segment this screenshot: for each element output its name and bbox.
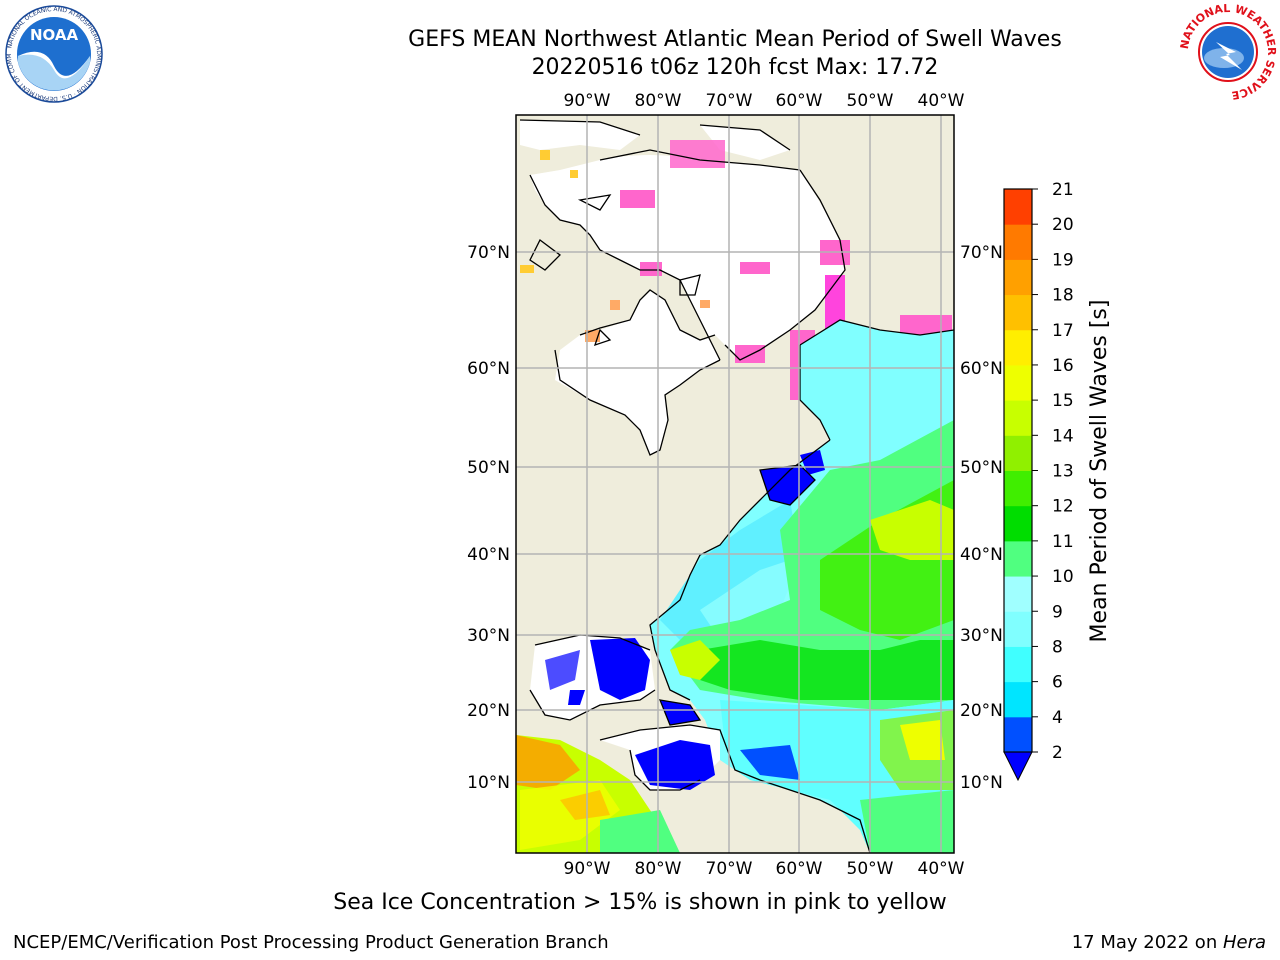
coastlines xyxy=(519,119,954,853)
lon-label-top-90: 90°W xyxy=(564,91,611,111)
colorbar-segment xyxy=(1004,435,1032,471)
colorbar-tick-label: 4 xyxy=(1052,708,1063,728)
chart-title: GEFS MEAN Northwest Atlantic Mean Period… xyxy=(408,27,1062,52)
lat-label-left-30: 30°N xyxy=(467,626,510,646)
colorbar-tick-label: 8 xyxy=(1052,637,1063,657)
gridlines xyxy=(516,115,954,853)
lat-label-right-70: 70°N xyxy=(960,243,1003,263)
lat-label-right-20: 20°N xyxy=(960,701,1003,721)
lon-label-top-60: 60°W xyxy=(776,91,823,111)
chart-subtitle: 20220516 t06z 120h fcst Max: 17.72 xyxy=(531,55,939,80)
colorbar-tick-label: 20 xyxy=(1052,215,1074,235)
lon-label-top-40: 40°W xyxy=(918,91,965,111)
nws-logo: NATIONAL WEATHER SERVICE xyxy=(1178,2,1278,106)
lon-labels-top: 90°W 80°W 70°W 60°W 50°W 40°W xyxy=(564,91,965,111)
lat-label-right-60: 60°N xyxy=(960,359,1003,379)
lon-label-bottom-60: 60°W xyxy=(776,859,823,879)
colorbar-tick-label: 10 xyxy=(1052,567,1074,587)
colorbar-segment xyxy=(1004,505,1032,542)
sea-ice-caption: Sea Ice Concentration > 15% is shown in … xyxy=(333,890,947,915)
colorbar-segment xyxy=(1004,364,1032,401)
hudson-bay-white xyxy=(530,155,845,455)
lon-label-bottom-70: 70°W xyxy=(706,859,753,879)
colorbar-segment xyxy=(1004,224,1032,260)
colorbar-segment xyxy=(1004,259,1032,296)
colorbar-label: Mean Period of Swell Waves [s] xyxy=(1087,300,1112,643)
colorbar-tick-label: 6 xyxy=(1052,673,1063,693)
sea-ice-patches xyxy=(520,140,952,400)
lat-label-left-70: 70°N xyxy=(467,243,510,263)
colorbar-tick-label: 12 xyxy=(1052,497,1074,517)
colorbar: 2 4 6 8 9 10 11 12 13 14 15 16 17 18 19 20 21 xyxy=(1003,180,1074,782)
colorbar-tick-label: 13 xyxy=(1052,462,1074,482)
colorbar-segment xyxy=(1004,646,1032,683)
colorbar-tick-label: 2 xyxy=(1052,743,1063,763)
lat-label-right-40: 40°N xyxy=(960,545,1003,565)
colorbar-segment xyxy=(1004,189,1032,225)
colorbar-tick-label: 15 xyxy=(1052,391,1074,411)
lon-label-bottom-40: 40°W xyxy=(918,859,965,879)
colorbar-underflow-arrow xyxy=(1003,751,1033,782)
footer-credit: NCEP/EMC/Verification Post Processing Pr… xyxy=(13,932,609,953)
colorbar-segment xyxy=(1004,470,1032,507)
colorbar-segment xyxy=(1004,576,1032,612)
colorbar-tick-label: 9 xyxy=(1052,602,1063,622)
noaa-logo-text: NOAA xyxy=(30,26,79,44)
colorbar-segment xyxy=(1004,329,1032,366)
lat-label-right-10: 10°N xyxy=(960,773,1003,793)
lat-label-left-20: 20°N xyxy=(467,701,510,721)
lon-label-bottom-90: 90°W xyxy=(564,859,611,879)
colorbar-segment xyxy=(1004,540,1032,577)
lon-labels-bottom: 90°W 80°W 70°W 60°W 50°W 40°W xyxy=(564,859,965,879)
colorbar-tick-label: 18 xyxy=(1052,286,1074,306)
lon-label-top-70: 70°W xyxy=(706,91,753,111)
st-lawrence xyxy=(760,465,815,505)
lat-label-left-40: 40°N xyxy=(467,545,510,565)
noaa-logo: NOAA NATIONAL OCEANIC AND ATMOSPHERIC AD… xyxy=(2,0,104,108)
lat-label-right-30: 30°N xyxy=(960,626,1003,646)
colorbar-segment xyxy=(1004,400,1032,436)
lat-labels-left: 70°N 60°N 50°N 40°N 30°N 20°N 10°N xyxy=(467,243,510,793)
swell-green xyxy=(670,420,954,710)
lat-label-left-50: 50°N xyxy=(467,458,510,478)
lon-label-top-50: 50°W xyxy=(847,91,894,111)
lon-label-bottom-50: 50°W xyxy=(847,859,894,879)
colorbar-tick-label: 14 xyxy=(1052,426,1074,446)
colorbar-tick-label: 11 xyxy=(1052,532,1074,552)
footer-date-text: 17 May 2022 on xyxy=(1071,932,1223,953)
colorbar-tick-label: 17 xyxy=(1052,321,1074,341)
colorbar-tick-label: 19 xyxy=(1052,250,1074,270)
colorbar-tick-label: 21 xyxy=(1052,180,1074,200)
lon-label-top-80: 80°W xyxy=(635,91,682,111)
colorbar-segment xyxy=(1004,294,1032,331)
colorbar-segment xyxy=(1004,681,1032,718)
map-frame xyxy=(515,114,955,854)
lat-labels-right: 70°N 60°N 50°N 40°N 30°N 20°N 10°N xyxy=(960,243,1003,793)
footer-date: 17 May 2022 on Hera xyxy=(1072,932,1266,953)
lon-label-bottom-80: 80°W xyxy=(635,859,682,879)
lat-label-left-60: 60°N xyxy=(467,359,510,379)
map-area xyxy=(516,115,954,853)
colorbar-tick-label: 16 xyxy=(1052,356,1074,376)
lat-label-left-10: 10°N xyxy=(467,773,510,793)
footer-host: Hera xyxy=(1222,932,1266,953)
lat-label-right-50: 50°N xyxy=(960,458,1003,478)
colorbar-segment xyxy=(1004,611,1032,647)
colorbar-segment xyxy=(1004,716,1032,753)
